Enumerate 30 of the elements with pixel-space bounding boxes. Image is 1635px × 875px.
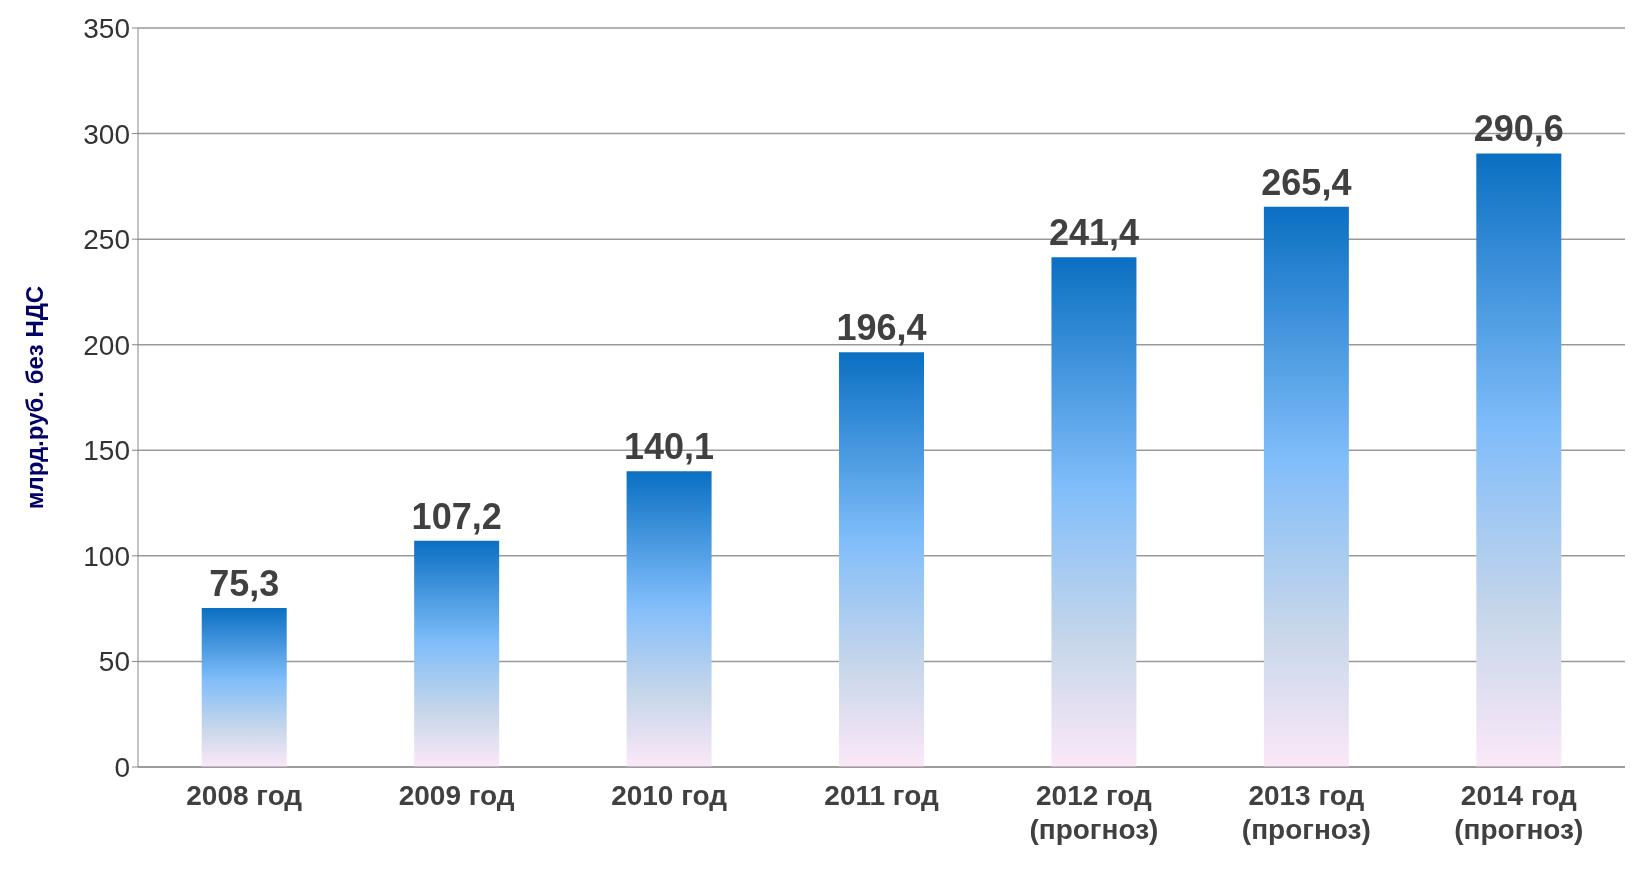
x-tick-label: 2014 год (прогноз) bbox=[1454, 780, 1584, 845]
y-axis-title: млрд.руб. без НДС bbox=[20, 285, 48, 510]
y-tick-label: 300 bbox=[83, 118, 130, 150]
data-label: 140,1 bbox=[624, 426, 715, 468]
x-tick-label: 2011 год bbox=[824, 780, 939, 811]
x-tick-label: 2008 год bbox=[186, 780, 303, 811]
y-tick-label: 0 bbox=[114, 751, 130, 783]
bar bbox=[1051, 257, 1137, 767]
data-label: 196,4 bbox=[836, 307, 927, 349]
data-label: 290,6 bbox=[1473, 108, 1564, 150]
bar bbox=[414, 540, 500, 767]
y-tick-label: 350 bbox=[83, 12, 130, 44]
bar bbox=[839, 352, 925, 767]
bar bbox=[201, 608, 287, 767]
bar bbox=[1476, 153, 1562, 767]
data-label: 265,4 bbox=[1261, 161, 1352, 203]
x-tick-label: 2013 год (прогноз) bbox=[1241, 780, 1371, 845]
data-label: 75,3 bbox=[209, 563, 280, 605]
data-label: 107,2 bbox=[411, 495, 502, 537]
bar bbox=[1263, 206, 1349, 767]
x-tick-label: 2012 год (прогноз) bbox=[1029, 780, 1159, 845]
y-tick-label: 150 bbox=[83, 435, 130, 467]
data-label: 241,4 bbox=[1048, 212, 1139, 254]
y-tick-label: 50 bbox=[98, 646, 130, 678]
y-tick-label: 200 bbox=[83, 329, 130, 361]
bar bbox=[626, 471, 712, 767]
x-tick-label: 2009 год bbox=[398, 780, 515, 811]
y-tick-label: 250 bbox=[83, 224, 130, 256]
x-tick-label: 2010 год bbox=[611, 780, 728, 811]
y-tick-label: 100 bbox=[83, 540, 130, 572]
